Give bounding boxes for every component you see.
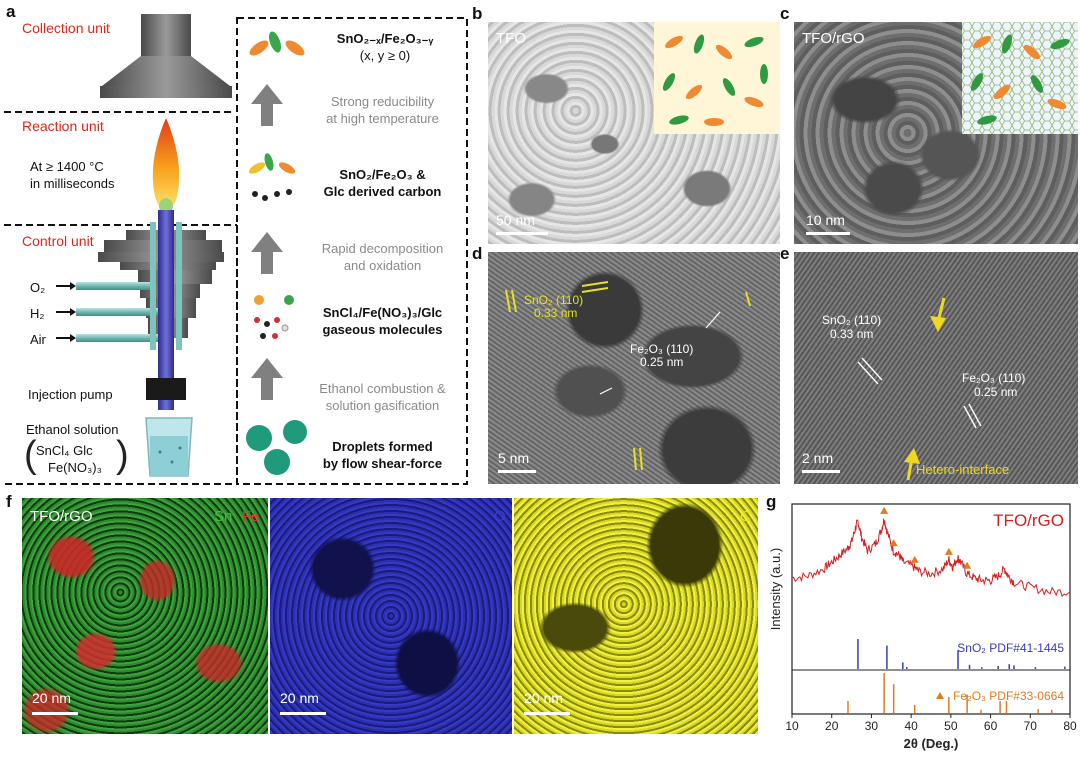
y-axis-label: Intensity (a.u.) (768, 548, 783, 630)
panel-d-fe2o3-label-line-2: 0.25 nm (640, 355, 684, 369)
x-tick-label-5: 60 (984, 719, 998, 733)
panel-b-letter: b (472, 4, 483, 23)
x-tick-label-4: 50 (944, 719, 958, 733)
fe2o3-peak-marker-4 (963, 561, 972, 569)
tem-image-tfo-rgo (794, 22, 1078, 244)
panel-d-sno2-label-line-1: SnO₂ (110) (524, 293, 584, 307)
flame-spray-apparatus-diagram (56, 14, 232, 477)
ethanol-solution-label: Ethanol solution (26, 422, 119, 437)
control-unit-label: Control unit (22, 233, 94, 249)
fe2o3-peak-marker-3 (944, 547, 953, 555)
fe2o3-peak-marker-2 (910, 555, 919, 563)
panel-f-scale-text-2: 20 nm (280, 690, 319, 706)
panel-f-scale-bar-1 (32, 712, 78, 715)
panel-f-scale-bar-2 (280, 712, 326, 715)
fe2o3-peak-marker-1 (889, 539, 898, 547)
x-tick-label-0: 10 (785, 719, 799, 733)
panel-f-label: TFO/rGO (30, 508, 93, 525)
solution-components-line-1: SnCl₄ Glc (36, 443, 93, 458)
eds-map-c (514, 498, 758, 734)
panel-e-scale-bar (802, 470, 840, 473)
step-3-line-1: SnO₂/Fe₂O₃ & (339, 167, 426, 182)
panel-d-letter: d (472, 244, 483, 263)
gas-air-label: Air (30, 332, 46, 347)
fe2o3-peak-marker-0 (880, 506, 889, 514)
temperature-line-2: in milliseconds (30, 176, 115, 191)
gas-h2-label: H₂ (30, 306, 45, 321)
eds-map-sn-fe (22, 498, 268, 734)
panel-d-sno2-label-line-2: 0.33 nm (534, 306, 578, 320)
panel-d-scale-text: 5 nm (498, 450, 530, 466)
sno2-reference-label: SnO₂ PDF#41-1445 (957, 641, 1064, 655)
x-tick-label-6: 70 (1024, 719, 1038, 733)
xrd-pattern-line (791, 518, 1071, 598)
panel-b-scale-text: 50 nm (496, 212, 535, 228)
step-6-line-1: Ethanol combustion & (319, 381, 446, 396)
panel-e-scale-text: 2 nm (802, 450, 834, 466)
panel-f-scale-text-3: 20 nm (524, 690, 563, 706)
hetero-interface-label: Hetero-interface (916, 462, 1010, 477)
panel-f-scale-bar-3 (524, 712, 570, 715)
chart-frame (791, 503, 1071, 715)
x-tick-label-1: 20 (825, 719, 839, 733)
step-2-line-1: Strong reducibility (330, 94, 435, 109)
temperature-line-1: At ≥ 1400 °C (30, 159, 104, 174)
panel-c-scale-text: 10 nm (806, 212, 845, 228)
panel-e-sno2-label-line-2: 0.33 nm (830, 327, 874, 341)
fe2o3-legend-marker (936, 692, 944, 699)
step-4-line-1: Rapid decomposition (321, 241, 444, 256)
panel-c-label: TFO/rGO (802, 30, 865, 47)
gas-o2-label: O₂ (30, 280, 46, 295)
eds-map-o (270, 498, 512, 734)
panel-f-scale-text-1: 20 nm (32, 690, 71, 706)
panel-e-fe2o3-label-line-2: 0.25 nm (974, 385, 1018, 399)
panel-g-letter: g (766, 492, 777, 511)
chart-title: TFO/rGO (993, 511, 1064, 530)
tfo-schematic-inset (654, 22, 780, 134)
collection-unit-label: Collection unit (22, 20, 110, 36)
injection-pump-label: Injection pump (28, 387, 113, 402)
right-bracket: ) (116, 434, 129, 476)
step-1-line-2: (x, y ≥ 0) (359, 48, 411, 63)
left-bracket: ( (24, 434, 37, 476)
x-axis-label: 2θ (Deg.) (904, 736, 959, 751)
process-flow-icons (246, 31, 307, 475)
panel-b-scale-bar (496, 232, 548, 235)
tfo-rgo-schematic-inset (962, 22, 1078, 134)
panel-d-scale-bar (498, 470, 536, 473)
panel-e-fe2o3-label-line-1: Fe₂O₃ (110) (962, 371, 1026, 385)
x-tick-label-2: 30 (865, 719, 879, 733)
step-1-line-1: SnO₂₋ₓ/Fe₂O₃₋ᵧ (336, 31, 434, 46)
step-7-line-1: Droplets formed (332, 439, 433, 454)
step-6-line-2: solution gasification (325, 398, 440, 413)
fe2o3-reference-label: Fe₂O₃ PDF#33-0664 (953, 689, 1064, 703)
reaction-unit-label: Reaction unit (22, 118, 104, 134)
step-7-line-2: by flow shear-force (322, 456, 443, 471)
element-sn-label: Sn (214, 508, 233, 525)
hrtem-image-d (488, 252, 780, 484)
panel-c-letter: c (780, 4, 790, 23)
panel-d-fe2o3-label-line-1: Fe₂O₃ (110) (630, 342, 694, 356)
panel-f-letter: f (6, 492, 12, 511)
x-tick-label-3: 40 (904, 719, 918, 733)
step-5-line-2: gaseous molecules (322, 322, 443, 337)
panel-a-letter: a (6, 2, 16, 21)
step-4-line-2: and oxidation (343, 258, 422, 273)
solution-components-line-2: Fe(NO₃)₃ (48, 460, 102, 475)
panel-b-label: TFO (496, 30, 526, 47)
element-fe-label: Fe (242, 508, 260, 525)
hrtem-image-e (794, 252, 1078, 484)
element-c-label: C (740, 508, 751, 525)
step-5-line-1: SnCl₄/Fe(NO₃)₃/Glc (322, 305, 443, 320)
x-tick-label-7: 80 (1063, 719, 1077, 733)
panel-e-sno2-label-line-1: SnO₂ (110) (822, 313, 882, 327)
panel-c-scale-bar (806, 232, 850, 235)
element-o-label: O (494, 508, 506, 525)
step-3-line-2: Glc derived carbon (323, 184, 442, 199)
step-2-line-2: at high temperature (326, 111, 439, 126)
panel-a-frame-lines (4, 17, 468, 485)
xrd-chart: TFO/rGO SnO₂ PDF#41-1445 Fe₂O₃ PDF#33-0664… (768, 503, 1077, 751)
tem-image-tfo (488, 22, 780, 244)
panel-e-letter: e (780, 244, 790, 263)
